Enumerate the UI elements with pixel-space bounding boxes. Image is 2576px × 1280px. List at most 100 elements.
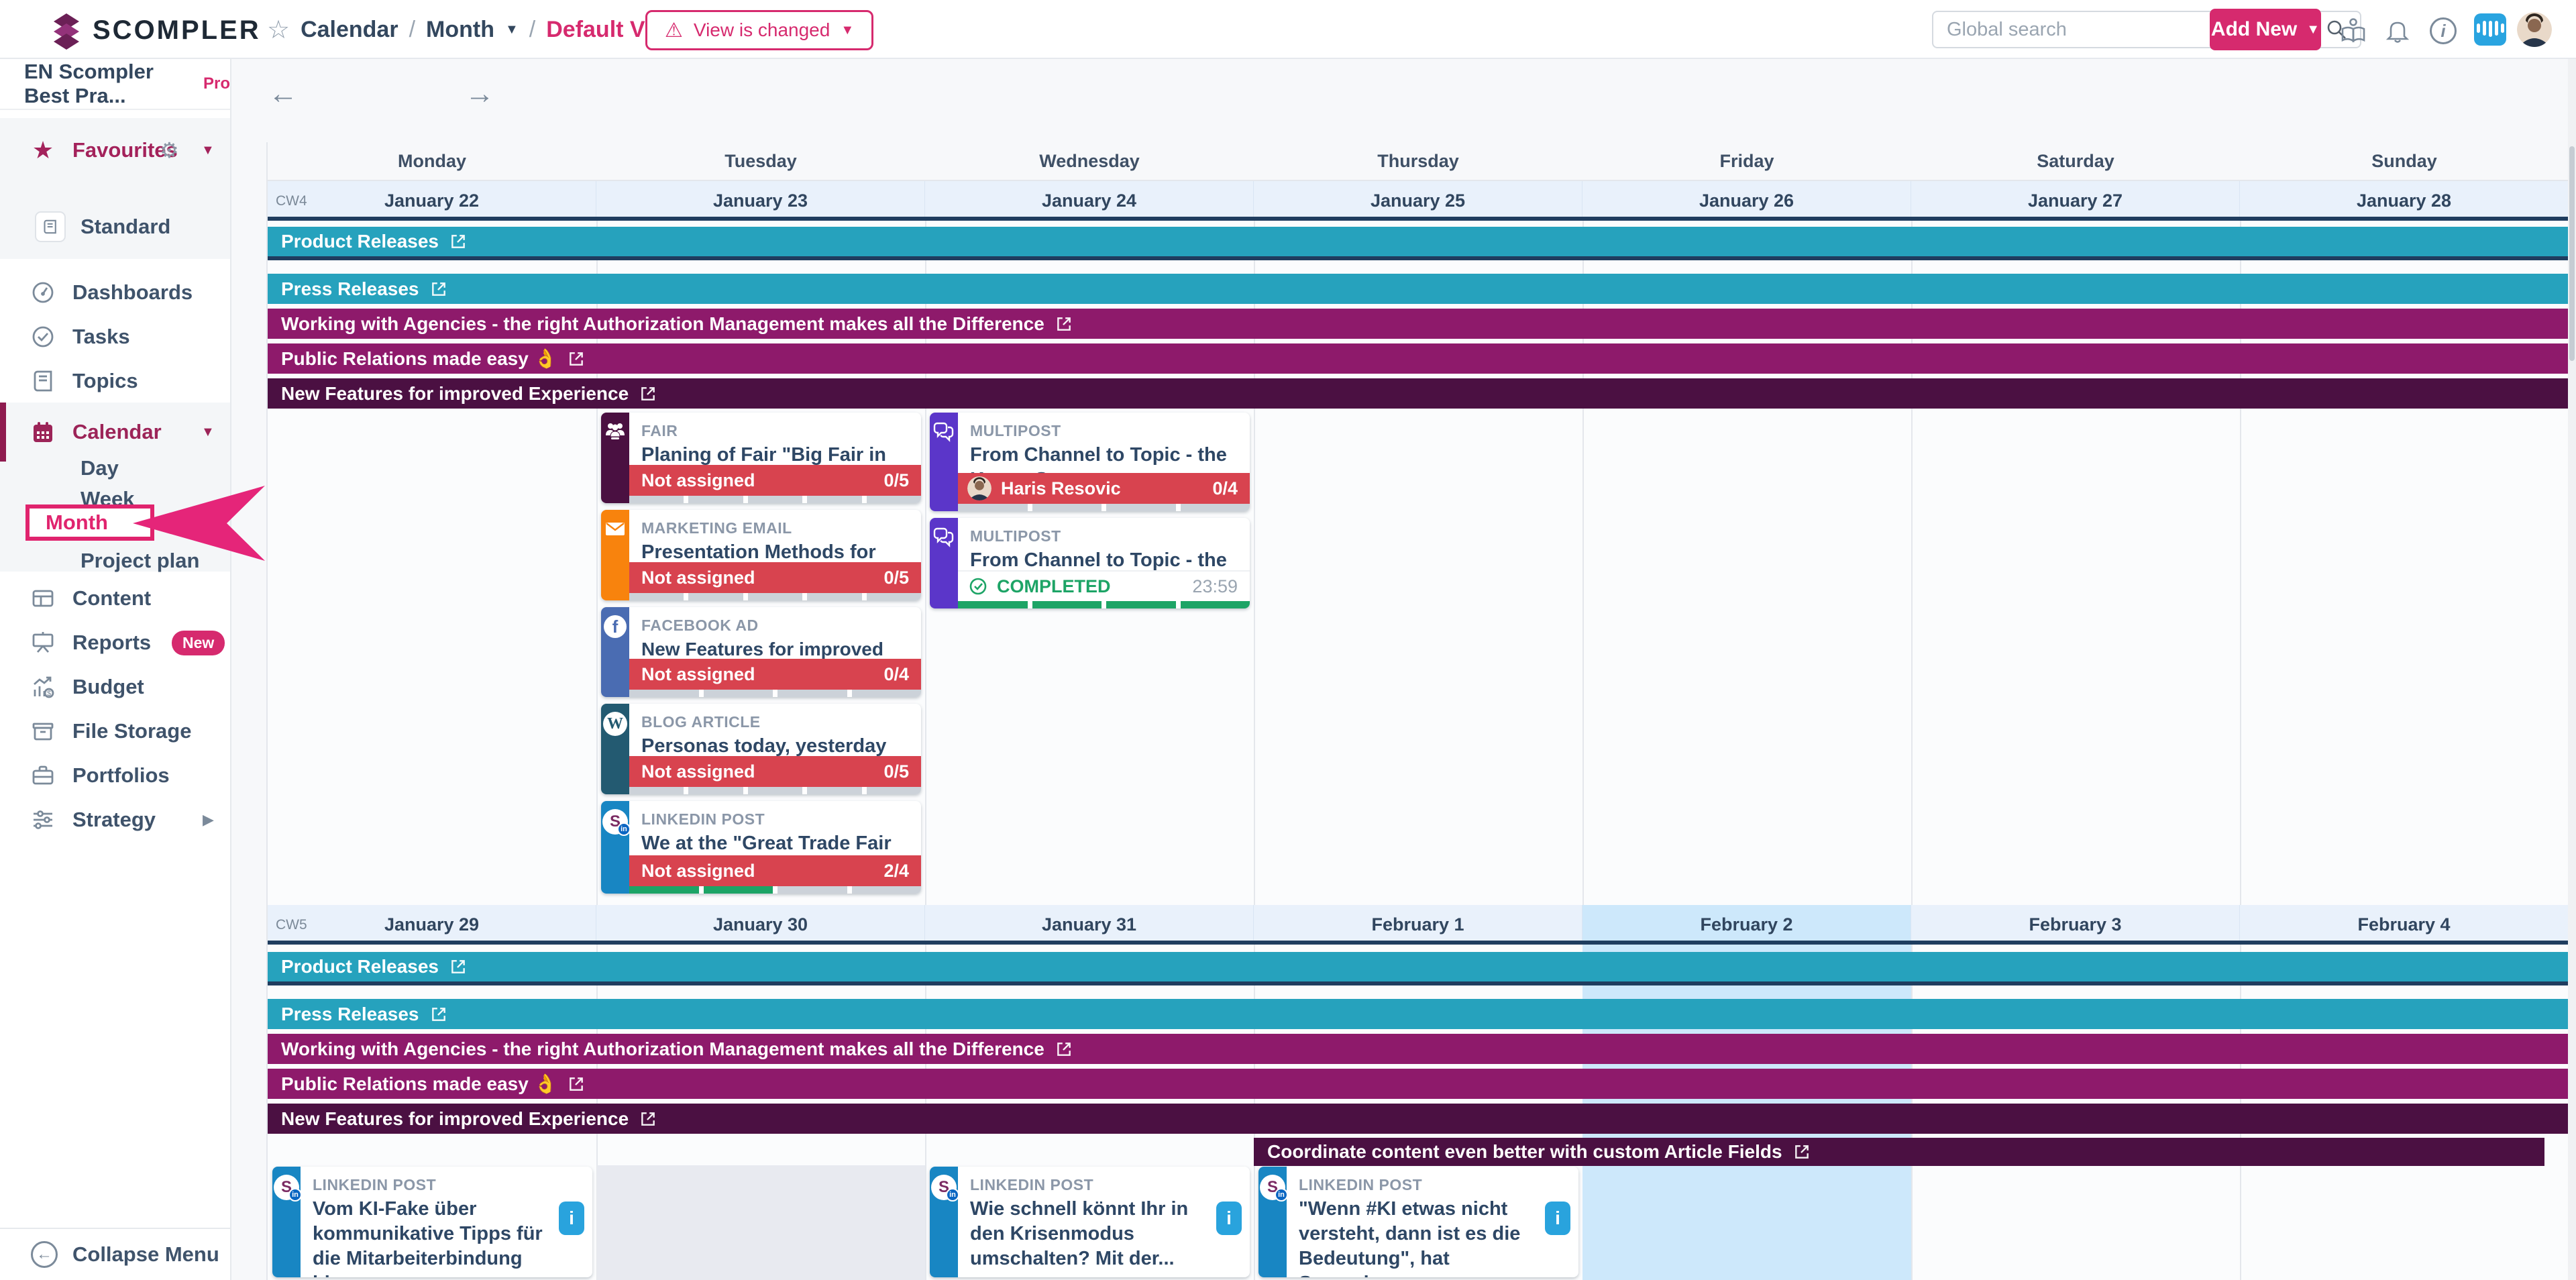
calendar-grid: Monday Tuesday Wednesday Thursday Friday… xyxy=(266,142,2569,1280)
user-avatar[interactable] xyxy=(2517,12,2552,47)
breadcrumb-divider: / xyxy=(529,16,536,42)
info-icon[interactable]: i xyxy=(2428,16,2458,46)
card-status: Not assigned xyxy=(641,567,755,588)
card-marketing-email[interactable]: MARKETING EMAIL Presentation Methods for… xyxy=(601,510,921,600)
intercom-messenger-icon[interactable] xyxy=(2474,13,2506,46)
sidebar-item-reports[interactable]: Reports New xyxy=(0,621,230,664)
project-plan-label: Project plan xyxy=(80,549,200,572)
sidebar-item-file-storage[interactable]: File Storage xyxy=(0,710,230,753)
sidebar-item-topics[interactable]: Topics xyxy=(0,360,230,403)
previous-month-arrow-icon[interactable]: ← xyxy=(268,77,298,110)
sidebar-item-project-plan[interactable]: Project plan xyxy=(0,539,230,582)
date-cell[interactable]: February 1 xyxy=(1254,905,1582,941)
date-cell[interactable]: January 23 xyxy=(596,181,925,217)
date-cell[interactable]: January 31 xyxy=(925,905,1254,941)
date-cell[interactable]: January 25 xyxy=(1254,181,1582,217)
card-progress-bar xyxy=(629,496,921,503)
sidebar-item-favourites[interactable]: ★ Favourites ⚙ ▼ xyxy=(0,129,230,172)
vertical-scrollbar[interactable] xyxy=(2568,59,2576,1280)
info-badge[interactable]: i xyxy=(559,1202,584,1235)
scrollbar-thumb[interactable] xyxy=(2569,146,2575,361)
portfolios-briefcase-icon xyxy=(31,763,55,788)
banner-working-with-agencies[interactable]: Working with Agencies - the right Author… xyxy=(268,309,2569,339)
card-multipost-2[interactable]: MULTIPOST From Channel to Topic - the Ke… xyxy=(930,518,1250,608)
banner-public-relations[interactable]: Public Relations made easy 👌 xyxy=(268,1069,2569,1099)
card-facebook-ad[interactable]: f FACEBOOK AD New Features for improved … xyxy=(601,607,921,697)
sidebar-item-dashboards[interactable]: Dashboards xyxy=(0,271,230,314)
card-progress-bar xyxy=(958,601,1250,608)
new-badge: New xyxy=(172,630,225,655)
add-new-button[interactable]: Add New ▼ xyxy=(2210,9,2321,50)
next-month-arrow-icon[interactable]: → xyxy=(465,77,494,110)
week1-date-row: CW4 January 22 January 23 January 24 Jan… xyxy=(268,181,2569,221)
card-title: Presentation Methods for Annual Planning xyxy=(641,541,876,562)
card-status-bar: Not assigned 0/5 xyxy=(629,756,921,787)
sidebar-item-content[interactable]: Content xyxy=(0,577,230,620)
banner-label: Press Releases xyxy=(281,1003,419,1024)
sidebar-item-budget[interactable]: $ Budget xyxy=(0,665,230,708)
sidebar-item-standard[interactable]: Standard xyxy=(0,205,230,248)
banner-coordinate-content[interactable]: Coordinate content even better with cust… xyxy=(1254,1138,2544,1166)
date-cell[interactable]: February 4 xyxy=(2240,905,2569,941)
collapse-menu-button[interactable]: ← Collapse Menu xyxy=(0,1228,230,1280)
academy-icon[interactable] xyxy=(2339,16,2368,46)
sidebar-item-day[interactable]: Day xyxy=(0,447,230,490)
breadcrumb-section[interactable]: Calendar xyxy=(301,16,398,42)
card-task-count: 0/5 xyxy=(883,470,909,490)
date-cell[interactable]: January 22 xyxy=(268,181,596,217)
collapse-arrow-icon: ← xyxy=(31,1241,58,1268)
card-blog-article[interactable]: W BLOG ARTICLE Personas today, yesterday… xyxy=(601,704,921,794)
card-type-label: LINKEDIN POST xyxy=(313,1176,437,1193)
sidebar-item-week[interactable]: Week xyxy=(0,478,230,521)
banner-product-releases[interactable]: Product Releases xyxy=(268,227,2569,260)
view-is-changed-button[interactable]: ⚠ View is changed ▼ xyxy=(645,10,874,50)
card-status: Not assigned xyxy=(641,761,755,782)
facebook-icon: f xyxy=(601,607,629,697)
banner-product-releases[interactable]: Product Releases xyxy=(268,952,2569,985)
breadcrumb-view[interactable]: Month xyxy=(426,16,494,42)
date-cell[interactable]: January 29 xyxy=(268,905,596,941)
banner-new-features[interactable]: New Features for improved Experience xyxy=(268,1104,2569,1134)
external-link-icon xyxy=(570,352,584,366)
banner-new-features[interactable]: New Features for improved Experience xyxy=(268,378,2569,409)
date-cell-today[interactable]: February 2 xyxy=(1582,905,1911,941)
sidebar-item-portfolios[interactable]: Portfolios xyxy=(0,754,230,797)
date-cell[interactable]: January 28 xyxy=(2240,181,2569,217)
workspace-switcher[interactable]: EN Scompler Best Pra... Pro xyxy=(0,59,230,110)
external-link-icon xyxy=(451,235,465,248)
card-fair[interactable]: FAIR Planing of Fair "Big Fair in Munich… xyxy=(601,413,921,503)
info-badge[interactable]: i xyxy=(1545,1202,1570,1235)
day-header: Sunday xyxy=(2371,151,2437,171)
sidebar-item-tasks[interactable]: Tasks xyxy=(0,315,230,358)
calendar-toolbar: ← → xyxy=(231,59,2576,142)
banner-public-relations[interactable]: Public Relations made easy 👌 xyxy=(268,343,2569,374)
content-label: Content xyxy=(72,586,152,610)
banner-working-with-agencies[interactable]: Working with Agencies - the right Author… xyxy=(268,1034,2569,1064)
card-title: New Features for improved Experience: Fa… xyxy=(641,639,883,659)
card-progress-bar xyxy=(629,787,921,794)
date-cell[interactable]: January 26 xyxy=(1582,181,1911,217)
date-cell[interactable]: January 27 xyxy=(1911,181,2240,217)
day-header: Saturday xyxy=(2037,151,2114,171)
card-multipost-1[interactable]: MULTIPOST From Channel to Topic - the Ke… xyxy=(930,413,1250,511)
date-cell[interactable]: February 3 xyxy=(1911,905,2240,941)
notifications-bell-icon[interactable] xyxy=(2383,16,2412,46)
sidebar-item-strategy[interactable]: Strategy ▶ xyxy=(0,798,230,841)
info-badge[interactable]: i xyxy=(1216,1202,1242,1235)
banner-press-releases[interactable]: Press Releases xyxy=(268,999,2569,1029)
date-cell[interactable]: January 24 xyxy=(925,181,1254,217)
gear-icon[interactable]: ⚙ xyxy=(160,138,179,162)
scompler-logo[interactable]: SCOMPLER xyxy=(48,11,261,50)
sidebar-item-calendar[interactable]: Calendar ▼ xyxy=(0,411,230,454)
card-progress-bar xyxy=(958,504,1250,511)
banner-press-releases[interactable]: Press Releases xyxy=(268,274,2569,304)
date-cell[interactable]: January 30 xyxy=(596,905,925,941)
logo-text: SCOMPLER xyxy=(93,15,261,45)
favourite-star-icon[interactable]: ☆ xyxy=(267,15,290,44)
